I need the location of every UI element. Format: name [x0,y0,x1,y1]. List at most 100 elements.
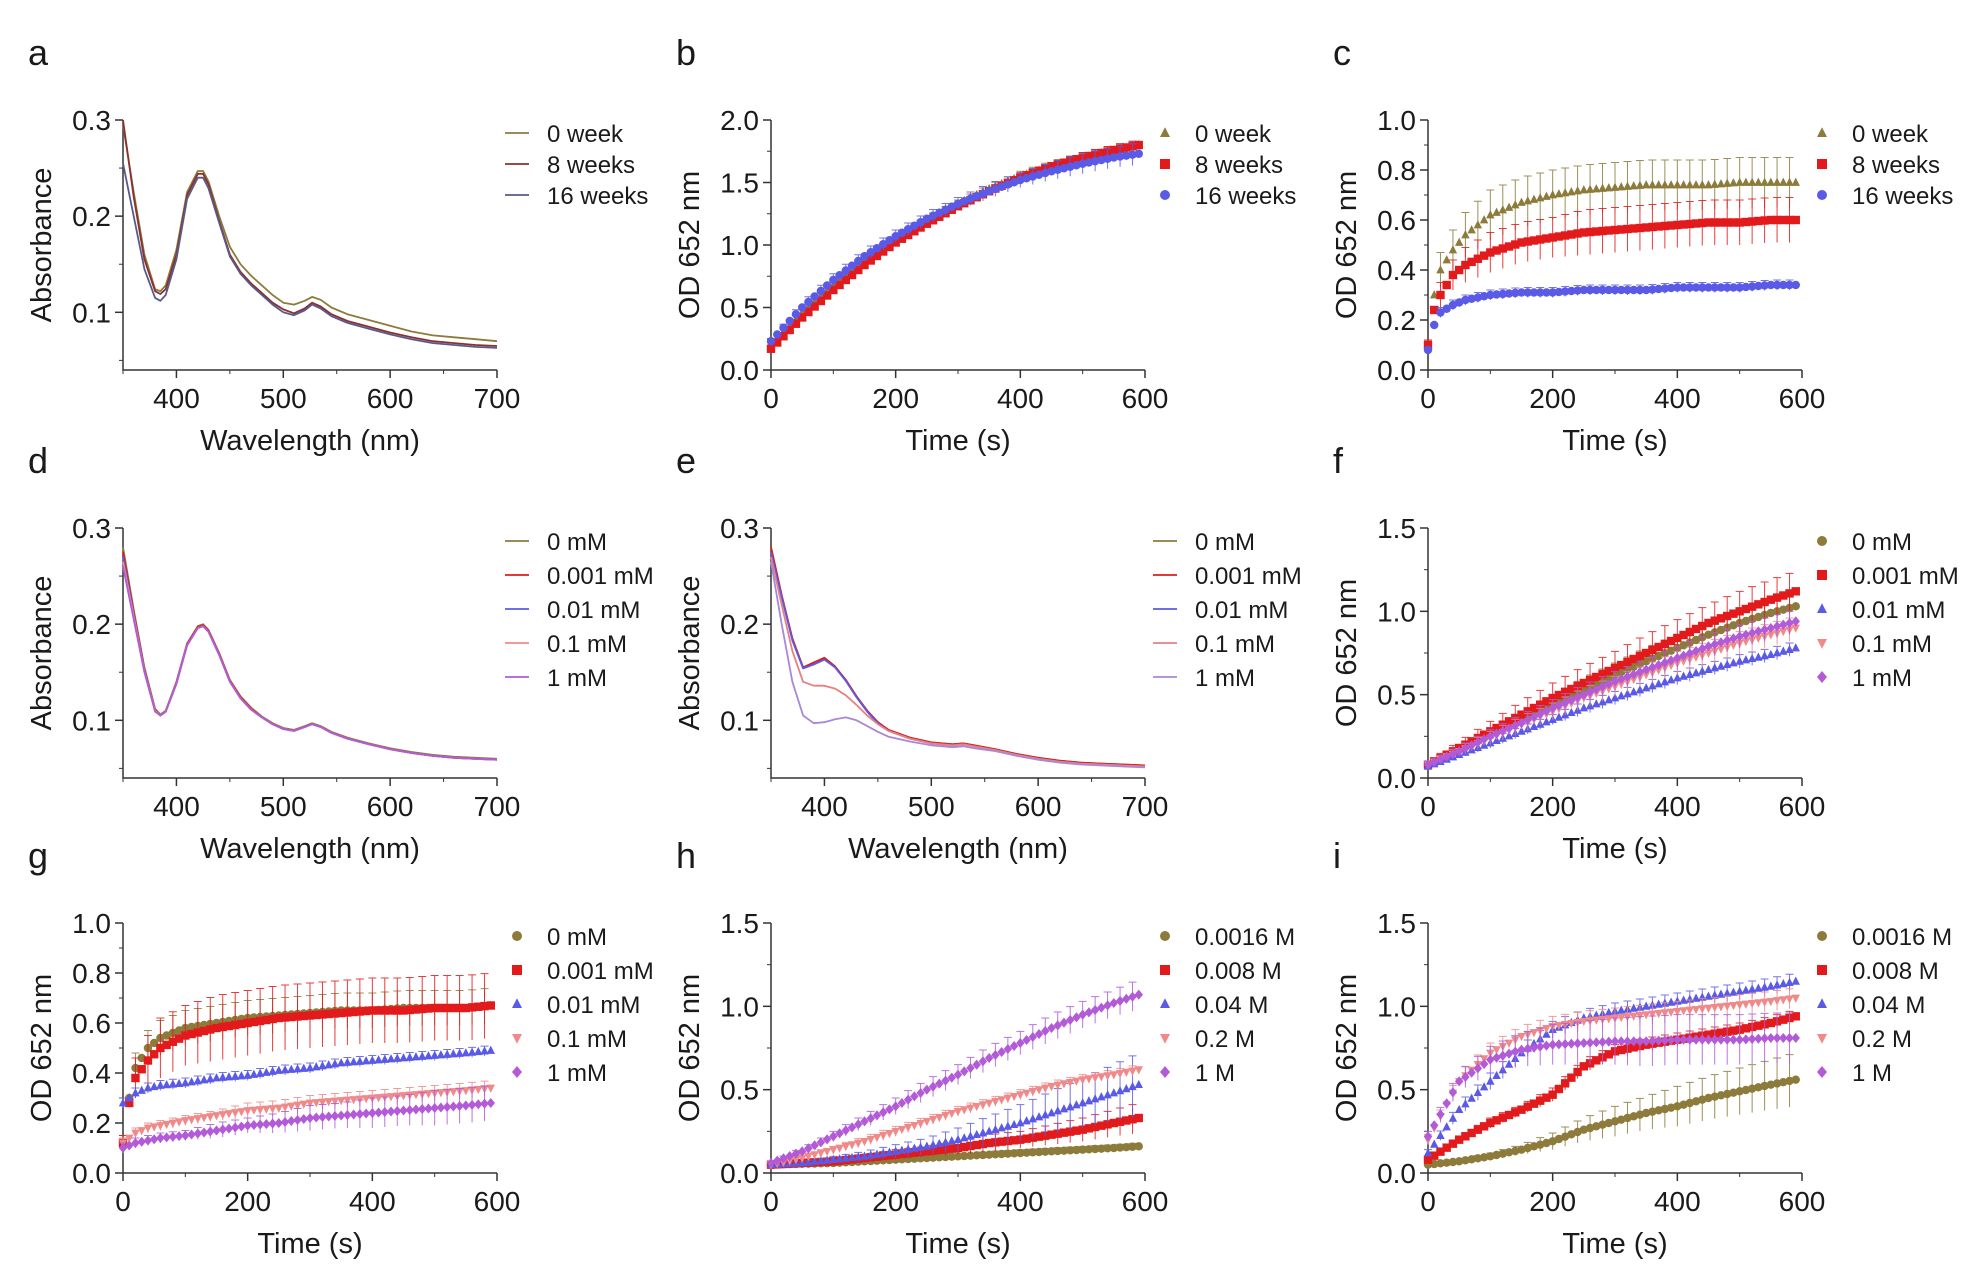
data-point [997,1137,1006,1146]
data-point [1567,707,1576,717]
data-point [280,1065,290,1074]
data-point [237,1121,246,1132]
data-point [835,280,844,290]
data-point [1635,223,1645,233]
data-point [779,323,788,332]
data-point [1461,1132,1470,1141]
data-point [187,1029,196,1039]
data-point [1436,754,1445,765]
data-point [1454,265,1464,275]
data-point [1760,1081,1769,1091]
data-point [1754,1033,1763,1044]
data-point [822,1147,832,1157]
axis-lines [770,528,1145,779]
data-point [1592,1037,1601,1048]
data-point [474,1085,483,1095]
data-point [804,307,813,317]
data-point [1122,1116,1131,1125]
data-point [1760,998,1769,1007]
data-point [336,1058,346,1067]
legend-label: 0 mM [1852,529,1912,556]
data-point [1679,220,1688,229]
data-point [268,1066,277,1075]
data-point [1034,1086,1044,1095]
data-point [1579,185,1589,194]
data-point [991,1049,1000,1061]
x-tick-label: 400 [153,383,200,414]
data-point [997,1046,1006,1058]
data-point [206,1113,215,1122]
data-point [766,1157,776,1169]
data-point [928,211,938,220]
data-point [1579,1062,1589,1071]
data-point [1461,1071,1470,1083]
data-point [1436,290,1445,300]
data-point [1542,717,1551,726]
data-point [1772,593,1782,602]
data-point [1604,1036,1613,1047]
data-point [1704,180,1713,189]
legend-swatch [1817,1034,1827,1044]
legend-label: 0 week [1852,121,1929,148]
panel-letter: d [28,440,48,481]
data-point [206,1074,215,1083]
data-point [822,1155,832,1164]
data-point [1090,1122,1100,1132]
data-point [174,1034,184,1043]
data-point [280,1013,290,1022]
data-point [1028,1114,1037,1123]
data-point [1504,1059,1514,1068]
data-point [1679,180,1688,189]
data-point [1648,285,1657,294]
data-point [1754,999,1763,1008]
data-point [854,265,863,275]
data-point [1115,995,1125,1006]
data-point [231,1109,240,1118]
x-axis-label: Time (s) [905,1228,1010,1260]
data-point [1641,671,1651,680]
data-point [262,1105,271,1114]
data-point [118,1098,128,1107]
legend-label: 1 mM [1852,665,1912,692]
y-tick-label: 0.5 [720,1075,759,1106]
y-tick-label: 0.0 [1377,355,1416,386]
legend: 0 week 8 weeks 16 weeks [1817,121,1953,210]
data-point [262,1015,271,1025]
data-point [1517,1044,1526,1055]
data-point [181,1117,190,1126]
legend-swatch [512,998,522,1008]
data-point [168,1119,178,1128]
data-point [910,1091,919,1102]
data-point [287,1102,296,1111]
data-point [1109,997,1119,1009]
data-point [1785,995,1794,1004]
data-point [1729,987,1738,996]
legend-label: 0.04 M [1195,992,1268,1019]
data-point [1629,1012,1638,1021]
data-point [1090,1074,1100,1083]
data-point [1567,187,1576,196]
legend-label: 1 mM [1195,665,1255,692]
data-point [1685,1006,1694,1015]
data-point [461,1100,471,1111]
data-point [1592,1056,1601,1065]
data-point [1604,685,1613,694]
data-point [1685,627,1694,637]
data-point [1442,1143,1451,1152]
data-point [436,1050,446,1059]
data-point [897,1125,907,1135]
data-point [1423,345,1433,355]
data-point [199,1114,209,1123]
data-point [1486,1054,1495,1065]
data-point [1047,1147,1056,1156]
data-point [1009,1119,1019,1129]
data-point [816,1149,826,1158]
data-point [966,1104,975,1113]
data-point [1078,1009,1087,1020]
data-point [1467,257,1476,267]
data-point [125,1098,134,1108]
data-point [922,1141,932,1150]
data-point [1785,1076,1794,1086]
data-point [480,1046,489,1055]
data-point [430,1102,439,1114]
